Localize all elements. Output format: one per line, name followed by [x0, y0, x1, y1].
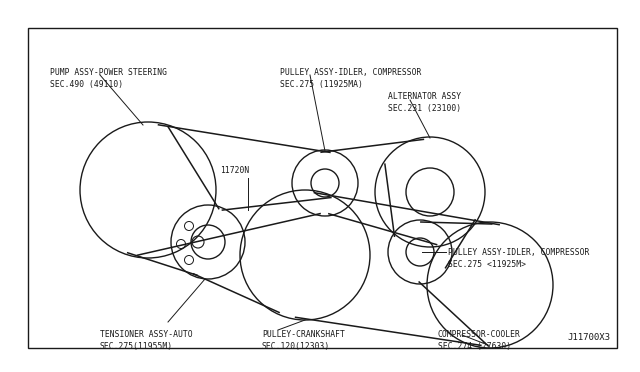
Text: J11700X3: J11700X3	[567, 333, 610, 342]
Text: PUMP ASSY-POWER STEERING
SEC.490 (49110): PUMP ASSY-POWER STEERING SEC.490 (49110)	[50, 68, 167, 89]
Text: TENSIONER ASSY-AUTO
SEC.275(11955M): TENSIONER ASSY-AUTO SEC.275(11955M)	[100, 330, 193, 351]
Text: 11720N: 11720N	[220, 166, 249, 175]
Text: PULLEY ASSY-IDLER, COMPRESSOR
SEC.275 (11925MA): PULLEY ASSY-IDLER, COMPRESSOR SEC.275 (1…	[280, 68, 421, 89]
Text: COMPRESSOR-COOLER
SEC.274 (27630): COMPRESSOR-COOLER SEC.274 (27630)	[438, 330, 521, 351]
Text: PULLEY ASSY-IDLER, COMPRESSOR
SEC.275 <11925M>: PULLEY ASSY-IDLER, COMPRESSOR SEC.275 <1…	[448, 248, 589, 269]
Bar	[28, 28, 617, 348]
Text: ALTERNATOR ASSY
SEC.231 (23100): ALTERNATOR ASSY SEC.231 (23100)	[388, 92, 461, 113]
Text: PULLEY-CRANKSHAFT
SEC.120(12303): PULLEY-CRANKSHAFT SEC.120(12303)	[262, 330, 345, 351]
